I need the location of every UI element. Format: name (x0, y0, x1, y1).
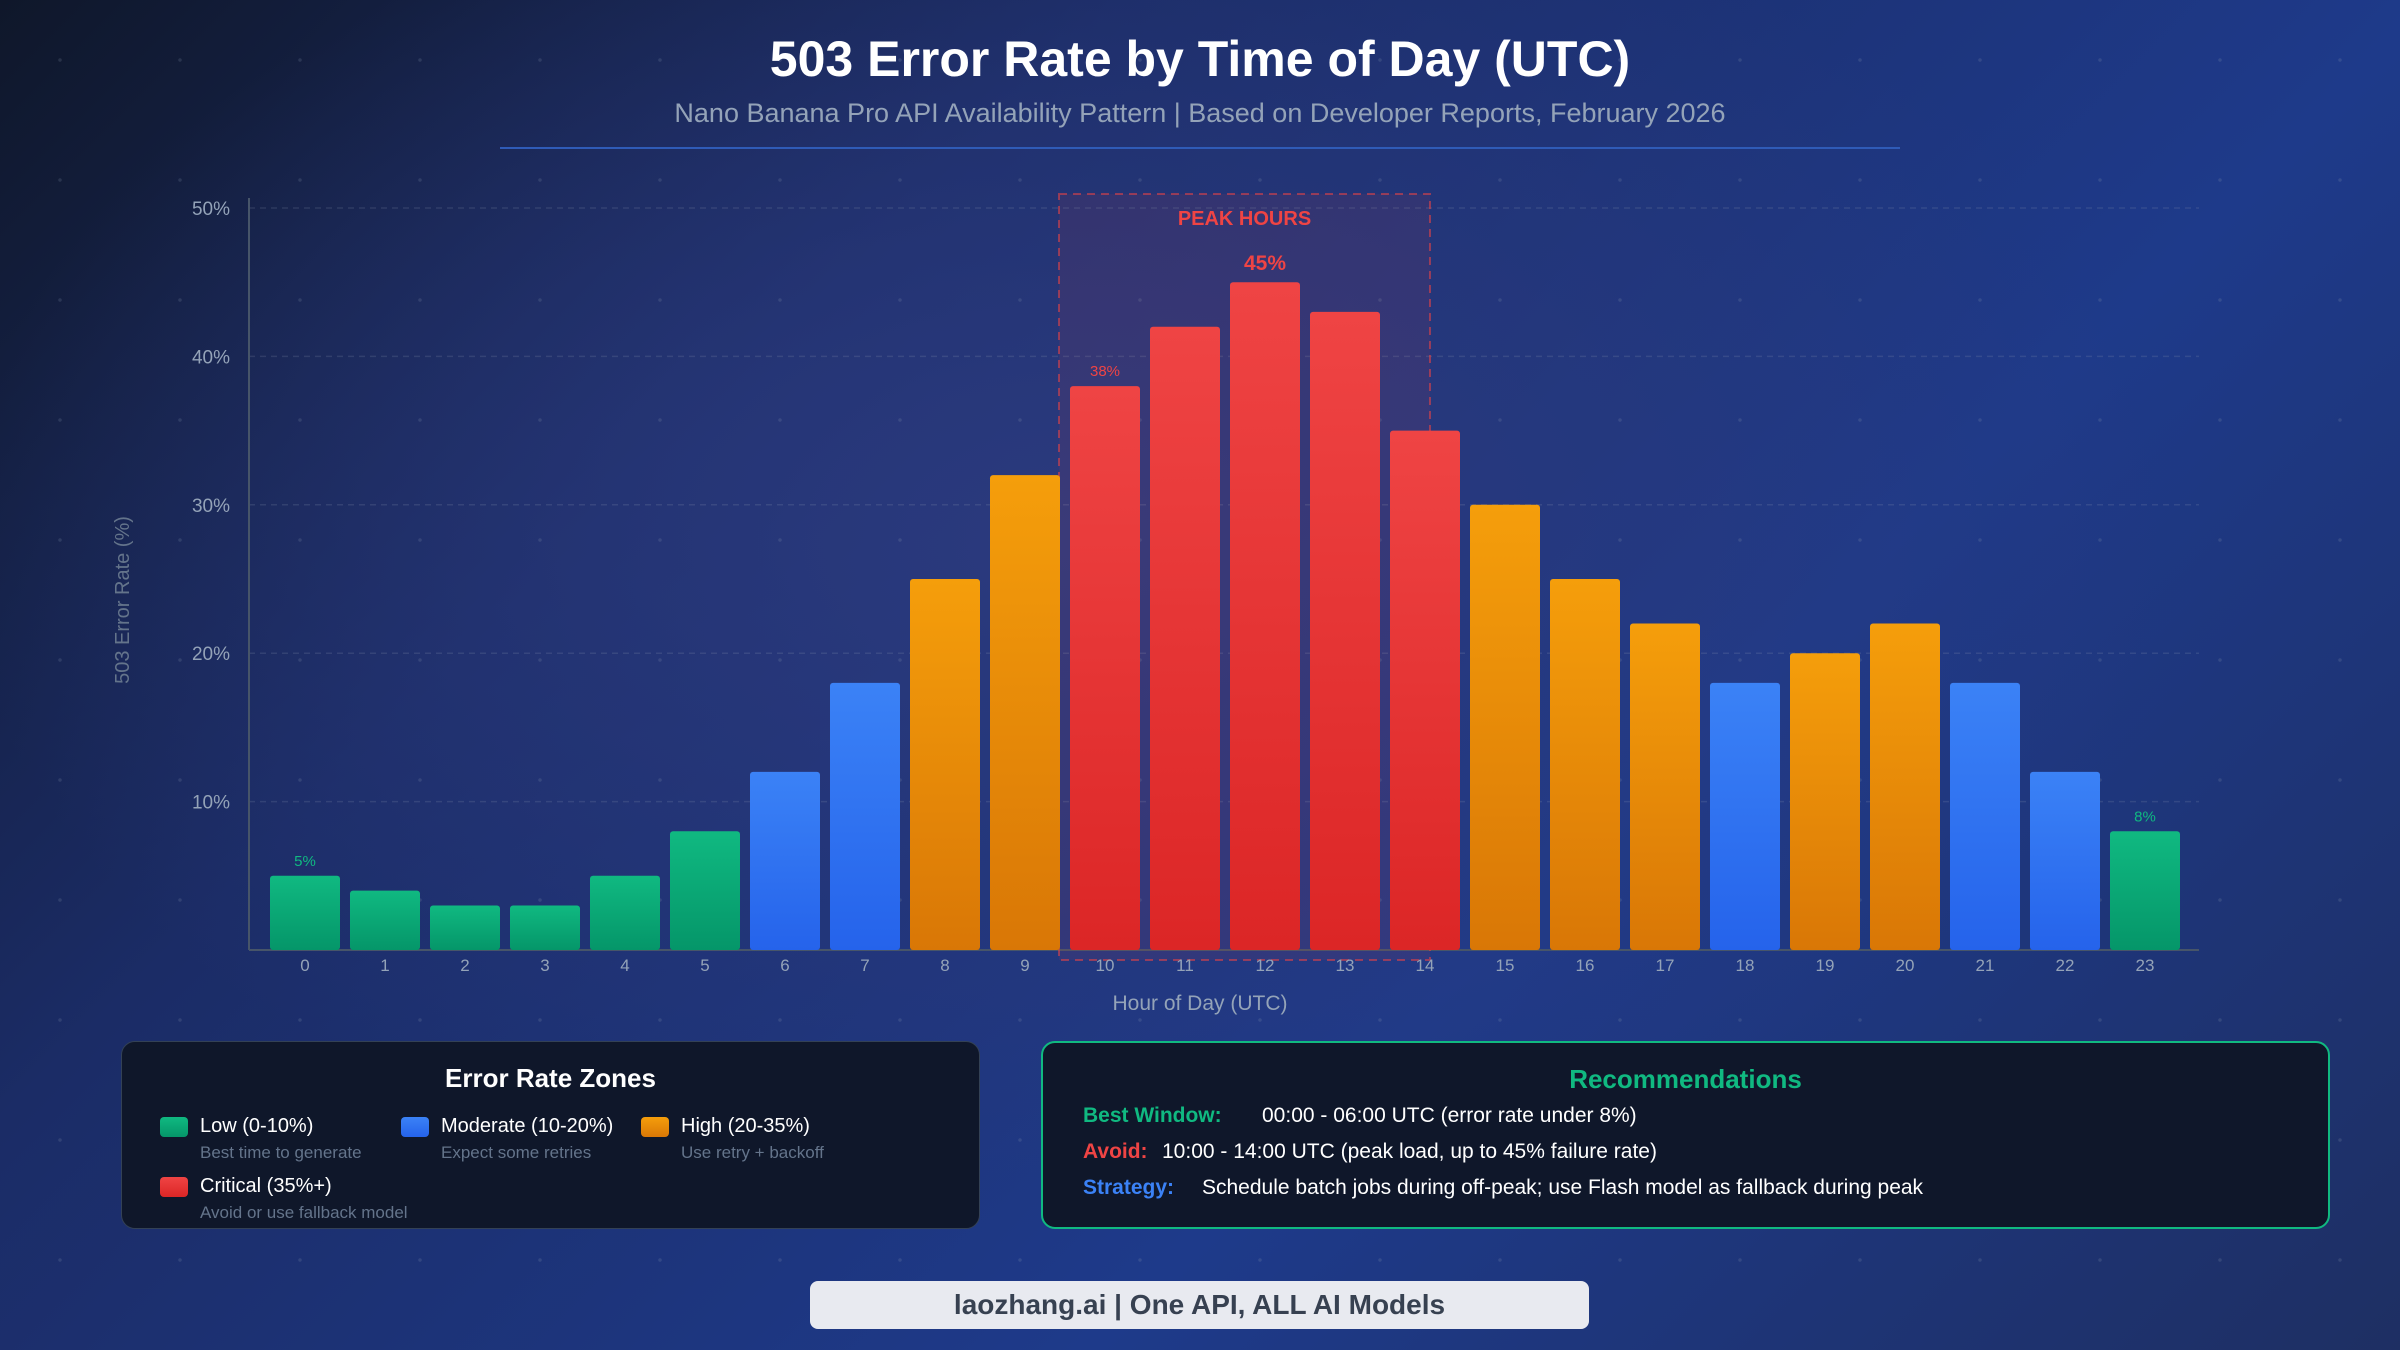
x-tick-label: 9 (1020, 956, 1029, 975)
x-tick-label: 0 (300, 956, 309, 975)
bar-hour-7 (830, 682, 900, 950)
header-divider (500, 147, 1900, 149)
recommendations-panel: Recommendations Best Window: 00:00 - 06:… (1041, 1041, 2330, 1229)
legend-swatch-high (641, 1117, 669, 1137)
page-title: 503 Error Rate by Time of Day (UTC) (769, 31, 1631, 87)
x-tick-label: 22 (2056, 956, 2075, 975)
x-tick-label: 15 (1496, 956, 1515, 975)
legend-swatch-moderate (401, 1117, 429, 1137)
bar-hour-9 (990, 475, 1060, 950)
legend-title: Error Rate Zones (445, 1063, 656, 1093)
x-axis-title: Hour of Day (UTC) (1112, 992, 1287, 1015)
bar-hour-21 (1950, 682, 2020, 950)
x-tick-label: 12 (1256, 956, 1275, 975)
y-axis-title: 503 Error Rate (%) (112, 516, 134, 684)
x-tick-label: 19 (1816, 956, 1835, 975)
data-label: 45% (1244, 252, 1286, 275)
x-tick-label: 17 (1656, 956, 1675, 975)
bar-hour-11 (1150, 326, 1220, 951)
rec-label-strategy: Strategy: (1083, 1176, 1175, 1199)
bar-hour-22 (2030, 771, 2100, 950)
bar-hour-20 (1870, 623, 1940, 950)
data-label: 38% (1090, 363, 1120, 380)
legend-label: Moderate (10-20%) (441, 1115, 614, 1137)
recommendations-title: Recommendations (1569, 1064, 1802, 1094)
rec-value-best-window: 00:00 - 06:00 UTC (error rate under 8%) (1262, 1104, 1637, 1127)
bar-hour-5 (670, 831, 740, 950)
x-tick-label: 8 (940, 956, 949, 975)
bar-hour-19 (1790, 653, 1860, 950)
y-tick-label: 40% (192, 347, 230, 368)
rec-label-best-window: Best Window: (1083, 1104, 1222, 1127)
data-label: 8% (2134, 808, 2156, 825)
y-tick-label: 50% (192, 199, 230, 220)
legend-desc: Expect some retries (441, 1143, 592, 1162)
rec-value-avoid: 10:00 - 14:00 UTC (peak load, up to 45% … (1162, 1140, 1657, 1163)
bar-hour-2 (430, 905, 500, 950)
rec-value-strategy: Schedule batch jobs during off-peak; use… (1202, 1176, 1924, 1199)
page-subtitle: Nano Banana Pro API Availability Pattern… (674, 98, 1726, 128)
x-tick-label: 4 (620, 956, 629, 975)
bar-hour-23 (2110, 831, 2180, 950)
legend-label: Low (0-10%) (200, 1115, 314, 1137)
rec-label-avoid: Avoid: (1083, 1140, 1148, 1163)
bar-hour-18 (1710, 682, 1780, 950)
footer-brand-banner: laozhang.ai | One API, ALL AI Models (810, 1281, 1589, 1329)
y-tick-label: 10% (192, 793, 230, 814)
x-tick-label: 7 (860, 956, 869, 975)
x-tick-label: 1 (380, 956, 389, 975)
x-tick-label: 6 (780, 956, 789, 975)
x-tick-label: 10 (1096, 956, 1115, 975)
bar-hour-10 (1070, 386, 1140, 951)
legend-desc: Best time to generate (200, 1143, 362, 1162)
x-tick-label: 5 (700, 956, 709, 975)
legend-desc: Avoid or use fallback model (200, 1203, 408, 1222)
bar-hour-1 (350, 890, 420, 950)
bar-hour-14 (1390, 430, 1460, 951)
bar-hour-6 (750, 771, 820, 950)
y-tick-label: 30% (192, 496, 230, 517)
x-tick-label: 16 (1576, 956, 1595, 975)
data-label: 5% (294, 853, 316, 870)
legend-label: High (20-35%) (681, 1115, 810, 1137)
x-tick-label: 21 (1976, 956, 1995, 975)
x-tick-label: 13 (1336, 956, 1355, 975)
y-tick-label: 20% (192, 644, 230, 665)
legend-label: Critical (35%+) (200, 1175, 332, 1197)
x-tick-label: 20 (1896, 956, 1915, 975)
bar-hour-17 (1630, 623, 1700, 950)
legend-desc: Use retry + backoff (681, 1143, 824, 1162)
bar-hour-13 (1310, 311, 1380, 950)
x-tick-label: 2 (460, 956, 469, 975)
x-tick-label: 11 (1176, 956, 1194, 975)
bar-hour-12 (1230, 282, 1300, 950)
bar-hour-15 (1470, 504, 1540, 950)
legend-swatch-critical (160, 1177, 188, 1197)
peak-hours-label: PEAK HOURS (1178, 208, 1311, 230)
x-tick-label: 23 (2136, 956, 2155, 975)
x-tick-label: 3 (540, 956, 549, 975)
bar-hour-4 (590, 875, 660, 950)
bar-hour-16 (1550, 579, 1620, 950)
bar-hour-3 (510, 905, 580, 950)
legend-panel: Error Rate Zones Low (0-10%) Best time t… (121, 1041, 980, 1229)
legend-swatch-low (160, 1117, 188, 1137)
bar-hour-0 (270, 875, 340, 950)
x-tick-label: 18 (1736, 956, 1755, 975)
x-tick-label: 14 (1416, 956, 1435, 975)
bar-hour-8 (910, 579, 980, 950)
